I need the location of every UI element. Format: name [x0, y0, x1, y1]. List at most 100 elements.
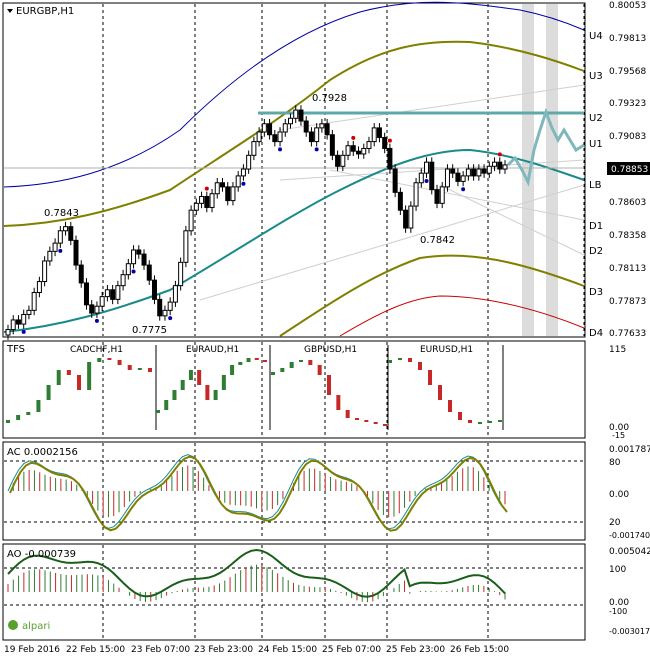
candle-body: [455, 172, 461, 182]
tfs-candle: [398, 358, 402, 360]
candle-body: [272, 134, 278, 143]
candle-body: [497, 161, 503, 170]
fractal-marker: [131, 269, 136, 274]
tfs-pair-label: CADCHF,H1: [70, 345, 123, 355]
candle-body: [502, 164, 508, 170]
tfs-candle: [205, 385, 210, 400]
fractal-marker: [241, 181, 246, 186]
candle-body: [366, 141, 372, 149]
level-label-u2: U2: [589, 113, 603, 124]
tfs-candle: [468, 420, 472, 423]
tfs-label: TFS: [6, 344, 25, 355]
tfs-candle: [221, 375, 226, 390]
tfs-scale: -15: [612, 431, 625, 440]
tfs-candle: [6, 420, 10, 423]
candle-body: [335, 154, 341, 167]
tfs-candle: [246, 358, 251, 362]
ao-panel[interactable]: AO -0.000739 0.005042 100 0.00 -100 -0.0…: [2, 543, 650, 641]
candle-body: [413, 182, 419, 207]
time-axis: 19 Feb 2016 22 Feb 15:00 23 Feb 07:00 23…: [4, 645, 509, 655]
candle-body: [21, 313, 27, 325]
candle-body: [31, 292, 37, 311]
tfs-candle: [478, 422, 482, 424]
candle-body: [57, 230, 63, 244]
candle-body: [277, 131, 283, 143]
level-label-u4: U4: [589, 31, 603, 42]
brand-label: alpari: [22, 621, 50, 632]
annotation-label: 0.7842: [420, 235, 455, 246]
candle-body: [5, 329, 11, 336]
tfs-candle: [355, 418, 359, 420]
tfs-candle: [498, 420, 502, 422]
price-tick: 0.78358: [609, 231, 646, 241]
mid-teal-band: [3, 148, 585, 333]
price-tick: 0.77633: [609, 329, 646, 339]
candle-body: [418, 172, 424, 184]
dropdown-triangle-icon[interactable]: [7, 9, 13, 13]
candle-body: [261, 123, 267, 133]
time-tick: 24 Feb 15:00: [258, 645, 317, 655]
candle-body: [481, 168, 487, 174]
tfs-candle: [418, 362, 422, 370]
tfs-candle: [16, 415, 21, 420]
tfs-candle: [364, 420, 369, 422]
time-tick: 19 Feb 2016: [4, 645, 60, 655]
annotation-label: 0.7928: [312, 93, 347, 104]
level-label-d2: D2: [589, 246, 603, 257]
candlestick-series[interactable]: [5, 105, 508, 340]
fractal-marker: [21, 329, 26, 334]
main-price-panel[interactable]: 0.7843 0.7775 0.7928 0.7842 U4 U3 U2 U1 …: [2, 1, 650, 340]
fractal-marker: [204, 186, 209, 191]
candle-body: [193, 202, 199, 211]
candle-body: [314, 127, 320, 143]
time-tick: 25 Feb 07:00: [322, 645, 381, 655]
candle-body: [298, 109, 304, 122]
candle-body: [288, 117, 294, 125]
candle-body: [424, 161, 430, 174]
fractal-marker: [351, 135, 356, 140]
candle-body: [251, 141, 257, 156]
candle-body: [235, 175, 241, 188]
tfs-candle: [438, 385, 442, 400]
candle-body: [397, 191, 403, 211]
candle-body: [356, 150, 362, 155]
ac-panel[interactable]: AC 0.0002156 0.001787 80 0.00 20 -0.0017…: [2, 441, 650, 541]
level-label-d1: D1: [589, 221, 603, 232]
candle-body: [434, 189, 440, 204]
tfs-candle: [336, 395, 341, 410]
candle-body: [476, 168, 482, 177]
candle-body: [36, 281, 42, 294]
ao-scale: -0.003017: [609, 627, 650, 636]
candle-body: [345, 145, 351, 156]
symbol-title: EURGBP,H1: [16, 6, 74, 17]
candle-body: [188, 209, 194, 232]
tfs-candle: [388, 360, 392, 363]
candle-body: [42, 260, 48, 283]
candle-body: [444, 168, 450, 188]
tfs-candle: [317, 365, 322, 375]
candle-body: [136, 249, 142, 255]
tfs-panel[interactable]: TFS CADCHF,H1 EURAUD,H1 GBPUSD,H1 EURUSD…: [2, 340, 629, 440]
candle-body: [308, 131, 314, 143]
current-price-value: 0.78853: [611, 165, 648, 175]
candle-body: [131, 249, 137, 265]
candle-body: [329, 134, 335, 156]
upper-olive-band: [3, 40, 585, 227]
upper-blue-band: [3, 1, 585, 188]
candle-body: [392, 168, 398, 193]
ao-scale: -100: [609, 607, 627, 616]
tfs-candle: [213, 390, 218, 400]
candle-body: [99, 296, 105, 307]
fractal-marker: [314, 147, 319, 152]
tfs-candle: [164, 400, 169, 410]
price-tick: 0.78113: [609, 264, 646, 274]
candle-body: [125, 263, 131, 276]
tfs-candle: [77, 375, 81, 390]
price-tick: 0.79323: [609, 99, 646, 109]
lower-olive-band: [279, 254, 585, 337]
tfs-pair-label: EURAUD,H1: [186, 345, 239, 355]
fractal-marker: [387, 138, 392, 143]
level-label-u1: U1: [589, 139, 603, 150]
candle-body: [319, 123, 325, 129]
